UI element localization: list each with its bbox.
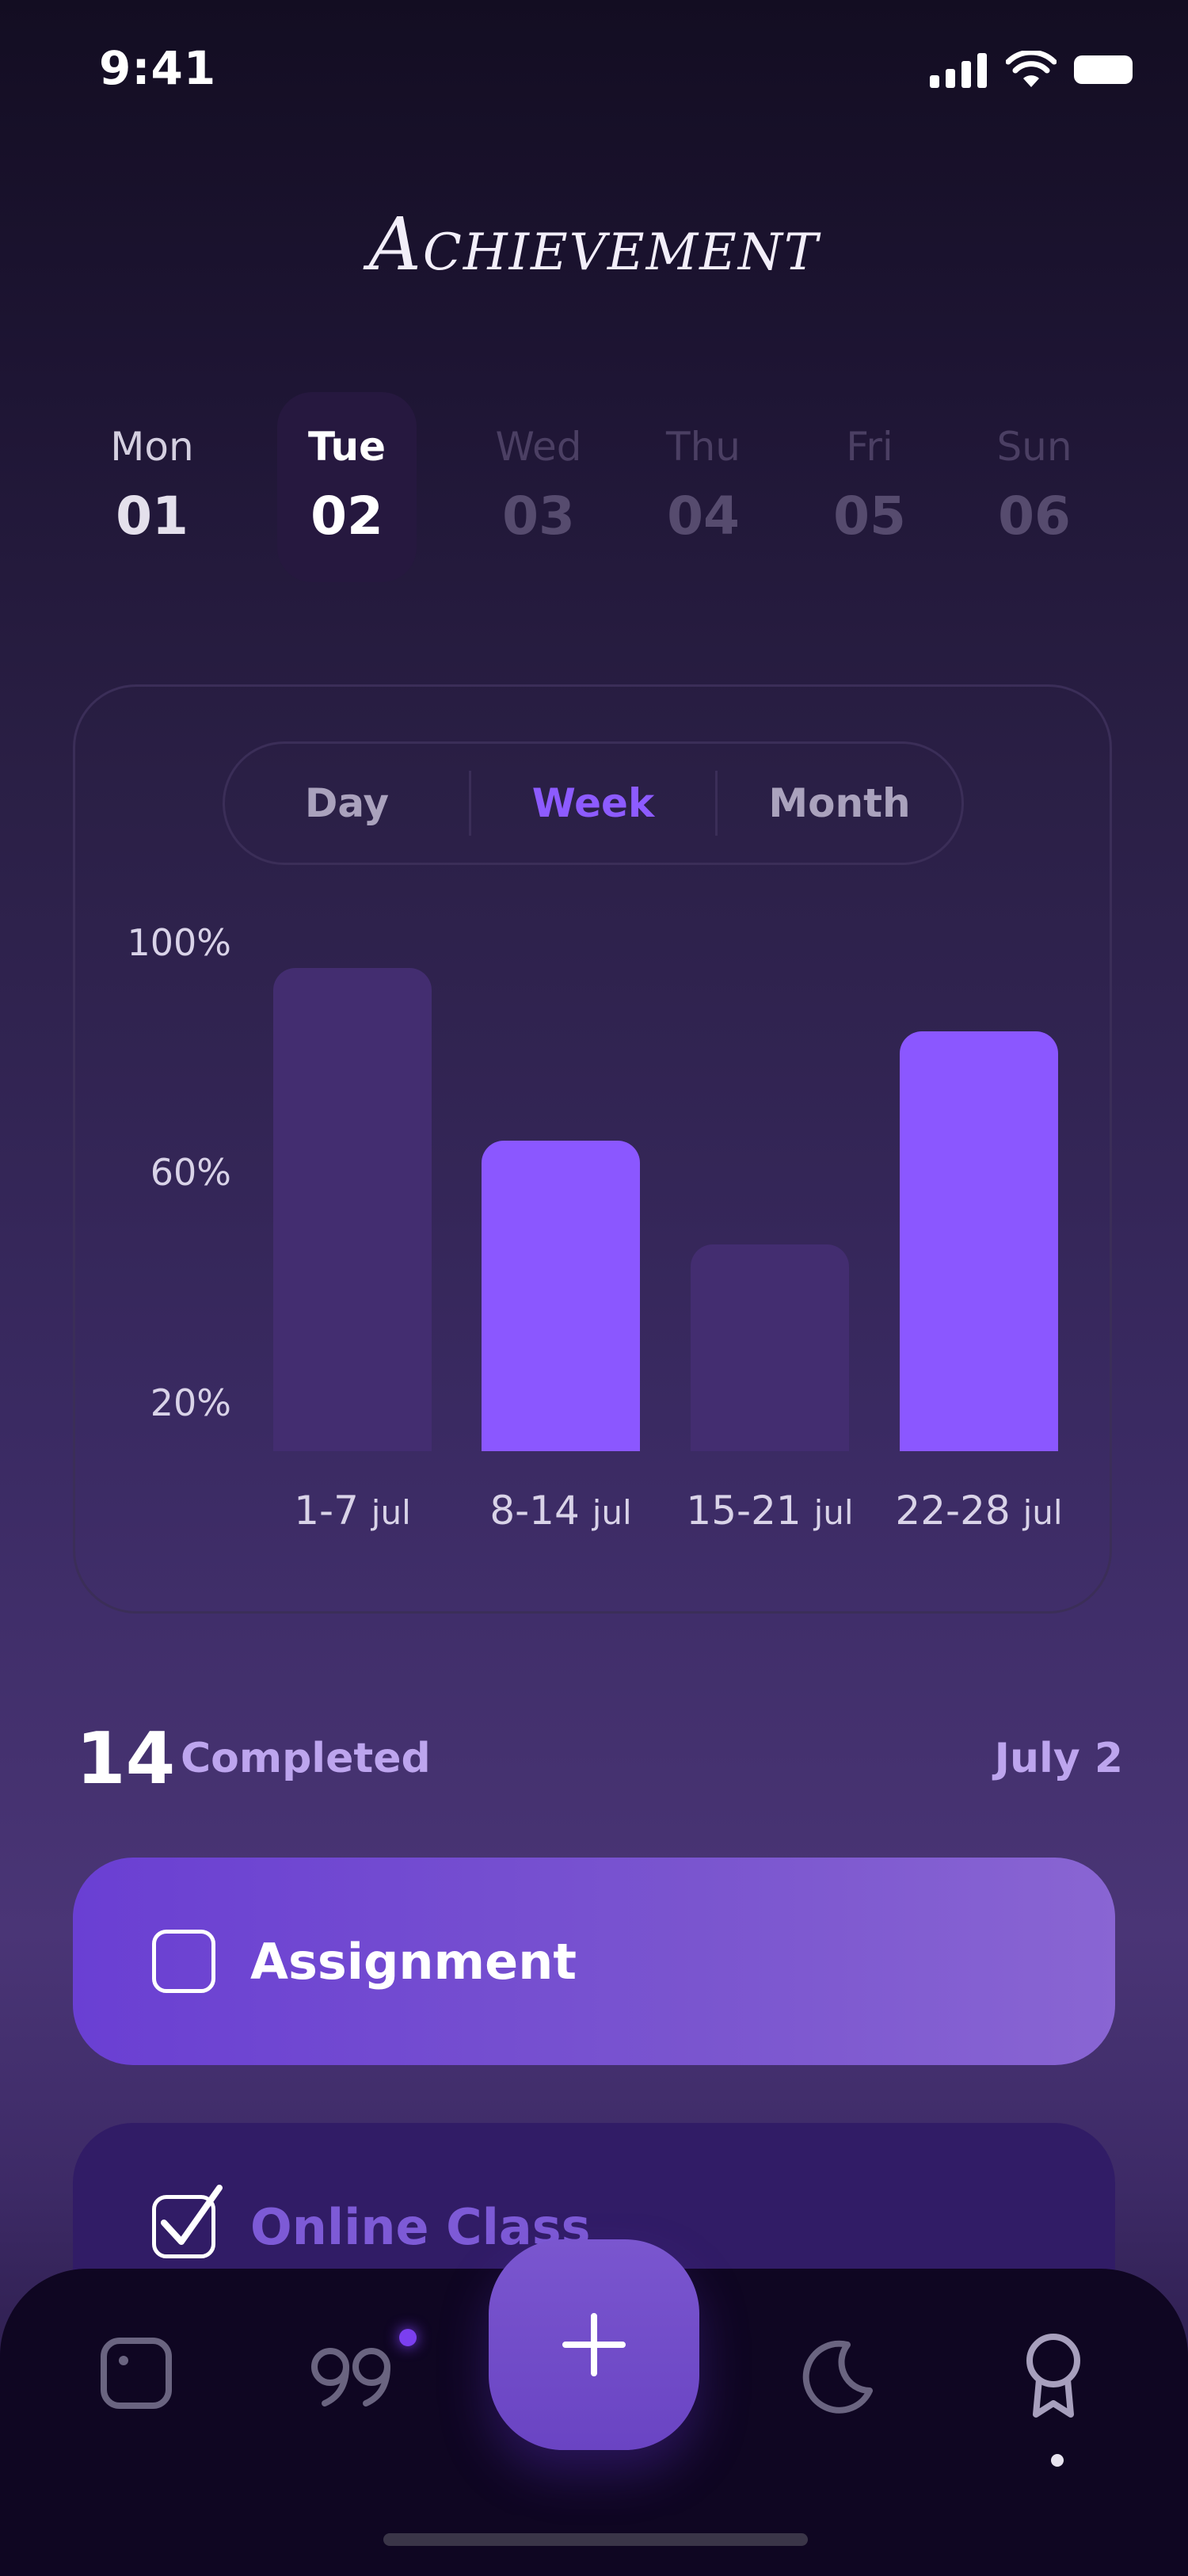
chart-bar[interactable] <box>273 968 432 1451</box>
segment-divider <box>715 771 718 836</box>
segment-day[interactable]: Day <box>304 780 390 826</box>
day-item-tue[interactable]: Tue 02 <box>277 392 417 582</box>
day-item-fri[interactable]: Fri 05 <box>800 392 939 582</box>
x-tick-range: 15-21 <box>686 1488 802 1534</box>
active-tab-indicator <box>1051 2454 1064 2467</box>
day-number: 02 <box>310 486 383 547</box>
x-tick-month: jul <box>813 1493 854 1532</box>
battery-icon <box>1074 55 1133 84</box>
completed-count: 14 <box>76 1717 176 1801</box>
moon-icon[interactable] <box>798 2338 876 2416</box>
x-tick-month: jul <box>371 1493 411 1532</box>
day-name: Fri <box>846 424 893 470</box>
day-number: 01 <box>116 486 188 547</box>
day-item-mon[interactable]: Mon 01 <box>82 392 222 582</box>
day-name: Thu <box>666 424 741 470</box>
task-label: Assignment <box>250 1932 577 1991</box>
day-name: Mon <box>110 424 194 470</box>
add-task-button[interactable] <box>489 2239 699 2450</box>
x-tick-label: 15-21 jul <box>667 1488 873 1534</box>
checkbox-unchecked[interactable] <box>152 1930 215 1993</box>
day-number: 04 <box>667 486 740 547</box>
segment-divider <box>469 771 471 836</box>
day-name: Sun <box>996 424 1072 470</box>
signal-icon <box>930 53 987 88</box>
day-number: 06 <box>998 486 1071 547</box>
x-tick-month: jul <box>1022 1493 1063 1532</box>
period-segmented-control: Day Week Month <box>223 741 964 865</box>
notification-dot <box>399 2329 417 2346</box>
chart-bar[interactable] <box>900 1031 1058 1451</box>
day-number: 03 <box>502 486 575 547</box>
y-tick-label: 20% <box>150 1381 231 1424</box>
checkbox-checked[interactable] <box>152 2185 223 2258</box>
completed-date: July 2 <box>994 1735 1123 1782</box>
x-tick-range: 22-28 <box>895 1488 1011 1534</box>
status-icons <box>930 51 1133 89</box>
segment-month[interactable]: Month <box>768 780 911 826</box>
checkmark-icon <box>161 2185 223 2245</box>
x-tick-label: 22-28 jul <box>876 1488 1082 1534</box>
status-time: 9:41 <box>99 41 217 95</box>
x-tick-label: 8-14 jul <box>458 1488 664 1534</box>
award-icon[interactable] <box>1022 2332 1085 2419</box>
y-tick-label: 100% <box>127 921 231 964</box>
x-tick-range: 8-14 <box>489 1488 580 1534</box>
home-indicator <box>383 2533 808 2546</box>
y-tick-label: 60% <box>150 1151 231 1195</box>
wifi-icon <box>1006 51 1057 87</box>
x-tick-month: jul <box>592 1493 632 1532</box>
x-tick-label: 1-7 jul <box>249 1488 455 1534</box>
day-item-thu[interactable]: Thu 04 <box>634 392 773 582</box>
page-title: Achievement <box>368 202 820 287</box>
segment-week[interactable]: Week <box>531 780 655 826</box>
x-tick-range: 1-7 <box>294 1488 359 1534</box>
chart-bar[interactable] <box>482 1140 640 1451</box>
add-icon <box>562 2313 626 2376</box>
day-item-sun[interactable]: Sun 06 <box>965 392 1104 582</box>
completed-label: Completed <box>181 1735 431 1782</box>
day-name: Wed <box>495 424 582 470</box>
achievement-chart-card <box>73 684 1112 1614</box>
task-card[interactable]: Assignment <box>73 1858 1115 2065</box>
day-name: Tue <box>307 424 386 470</box>
chart-bar[interactable] <box>691 1244 849 1451</box>
tasks-square-icon[interactable] <box>100 2337 173 2410</box>
day-number: 05 <box>833 486 906 547</box>
day-item-wed[interactable]: Wed 03 <box>469 392 608 582</box>
quotes-icon[interactable] <box>310 2345 394 2408</box>
